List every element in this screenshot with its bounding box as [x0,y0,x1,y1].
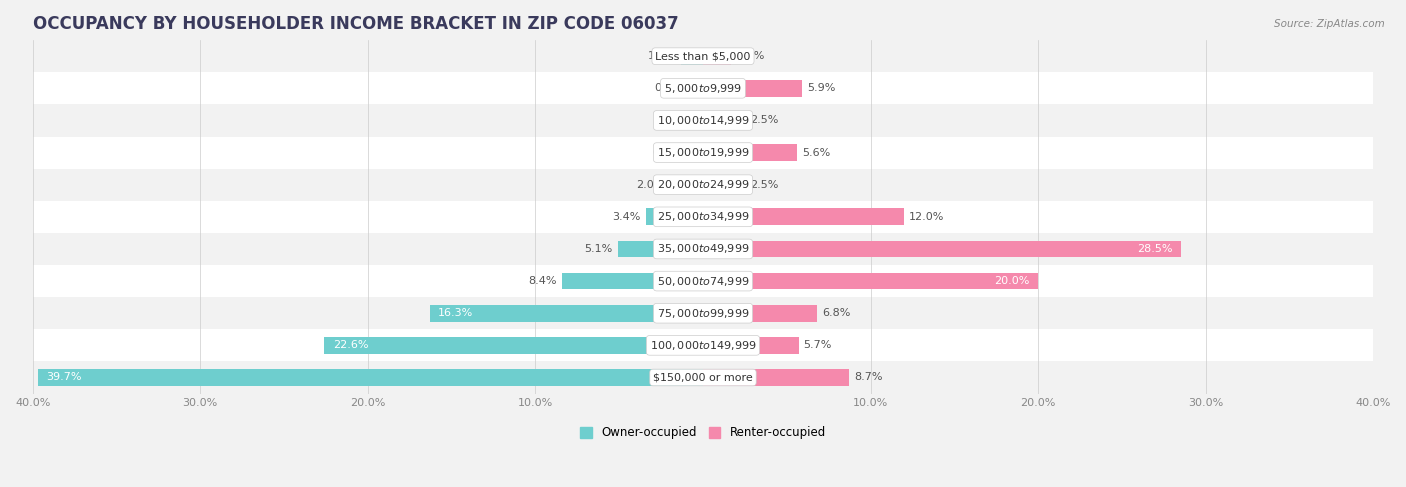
Bar [703,337,799,354]
Text: 20.0%: 20.0% [994,276,1029,286]
Text: 6.8%: 6.8% [823,308,851,318]
Bar [682,48,703,65]
Text: OCCUPANCY BY HOUSEHOLDER INCOME BRACKET IN ZIP CODE 06037: OCCUPANCY BY HOUSEHOLDER INCOME BRACKET … [32,15,679,33]
Bar [703,208,904,225]
Bar [38,369,703,386]
Text: 8.7%: 8.7% [853,373,883,382]
Bar [703,241,1181,257]
Text: $20,000 to $24,999: $20,000 to $24,999 [657,178,749,191]
Text: Less than $5,000: Less than $5,000 [655,51,751,61]
Bar [703,48,731,65]
Text: $5,000 to $9,999: $5,000 to $9,999 [664,82,742,95]
Bar [562,273,703,289]
Text: 2.0%: 2.0% [636,180,665,190]
Legend: Owner-occupied, Renter-occupied: Owner-occupied, Renter-occupied [575,422,831,444]
Text: 8.4%: 8.4% [529,276,557,286]
Text: $100,000 to $149,999: $100,000 to $149,999 [650,339,756,352]
Bar [703,369,849,386]
Text: 5.9%: 5.9% [807,83,835,94]
Bar [32,329,1374,361]
Bar [32,201,1374,233]
Text: 2.5%: 2.5% [749,115,779,126]
Text: 16.3%: 16.3% [439,308,474,318]
Bar [703,305,817,321]
Bar [695,80,703,96]
Text: 28.5%: 28.5% [1136,244,1173,254]
Text: $150,000 or more: $150,000 or more [654,373,752,382]
Bar [703,80,801,96]
Bar [32,233,1374,265]
Bar [32,136,1374,169]
Text: 2.5%: 2.5% [749,180,779,190]
Text: $35,000 to $49,999: $35,000 to $49,999 [657,243,749,256]
Text: $15,000 to $19,999: $15,000 to $19,999 [657,146,749,159]
Bar [703,176,745,193]
Text: 12.0%: 12.0% [910,212,945,222]
Bar [645,208,703,225]
Bar [703,273,1038,289]
Text: 0.65%: 0.65% [652,148,688,158]
Text: 5.7%: 5.7% [804,340,832,350]
Bar [617,241,703,257]
Bar [32,297,1374,329]
Bar [700,112,703,129]
Text: 22.6%: 22.6% [333,340,368,350]
Text: $75,000 to $99,999: $75,000 to $99,999 [657,307,749,320]
Bar [32,104,1374,136]
Text: Source: ZipAtlas.com: Source: ZipAtlas.com [1274,19,1385,30]
Bar [669,176,703,193]
Text: $10,000 to $14,999: $10,000 to $14,999 [657,114,749,127]
Bar [430,305,703,321]
Bar [692,144,703,161]
Bar [325,337,703,354]
Text: 5.6%: 5.6% [801,148,830,158]
Text: 39.7%: 39.7% [46,373,82,382]
Bar [32,40,1374,72]
Bar [32,361,1374,393]
Bar [32,72,1374,104]
Bar [32,169,1374,201]
Text: $25,000 to $34,999: $25,000 to $34,999 [657,210,749,224]
Text: $50,000 to $74,999: $50,000 to $74,999 [657,275,749,288]
Text: 1.7%: 1.7% [737,51,765,61]
Bar [32,265,1374,297]
Text: 0.19%: 0.19% [659,115,695,126]
Text: 0.49%: 0.49% [654,83,690,94]
Text: 1.3%: 1.3% [648,51,676,61]
Bar [703,112,745,129]
Text: 5.1%: 5.1% [585,244,613,254]
Bar [703,144,797,161]
Text: 3.4%: 3.4% [613,212,641,222]
